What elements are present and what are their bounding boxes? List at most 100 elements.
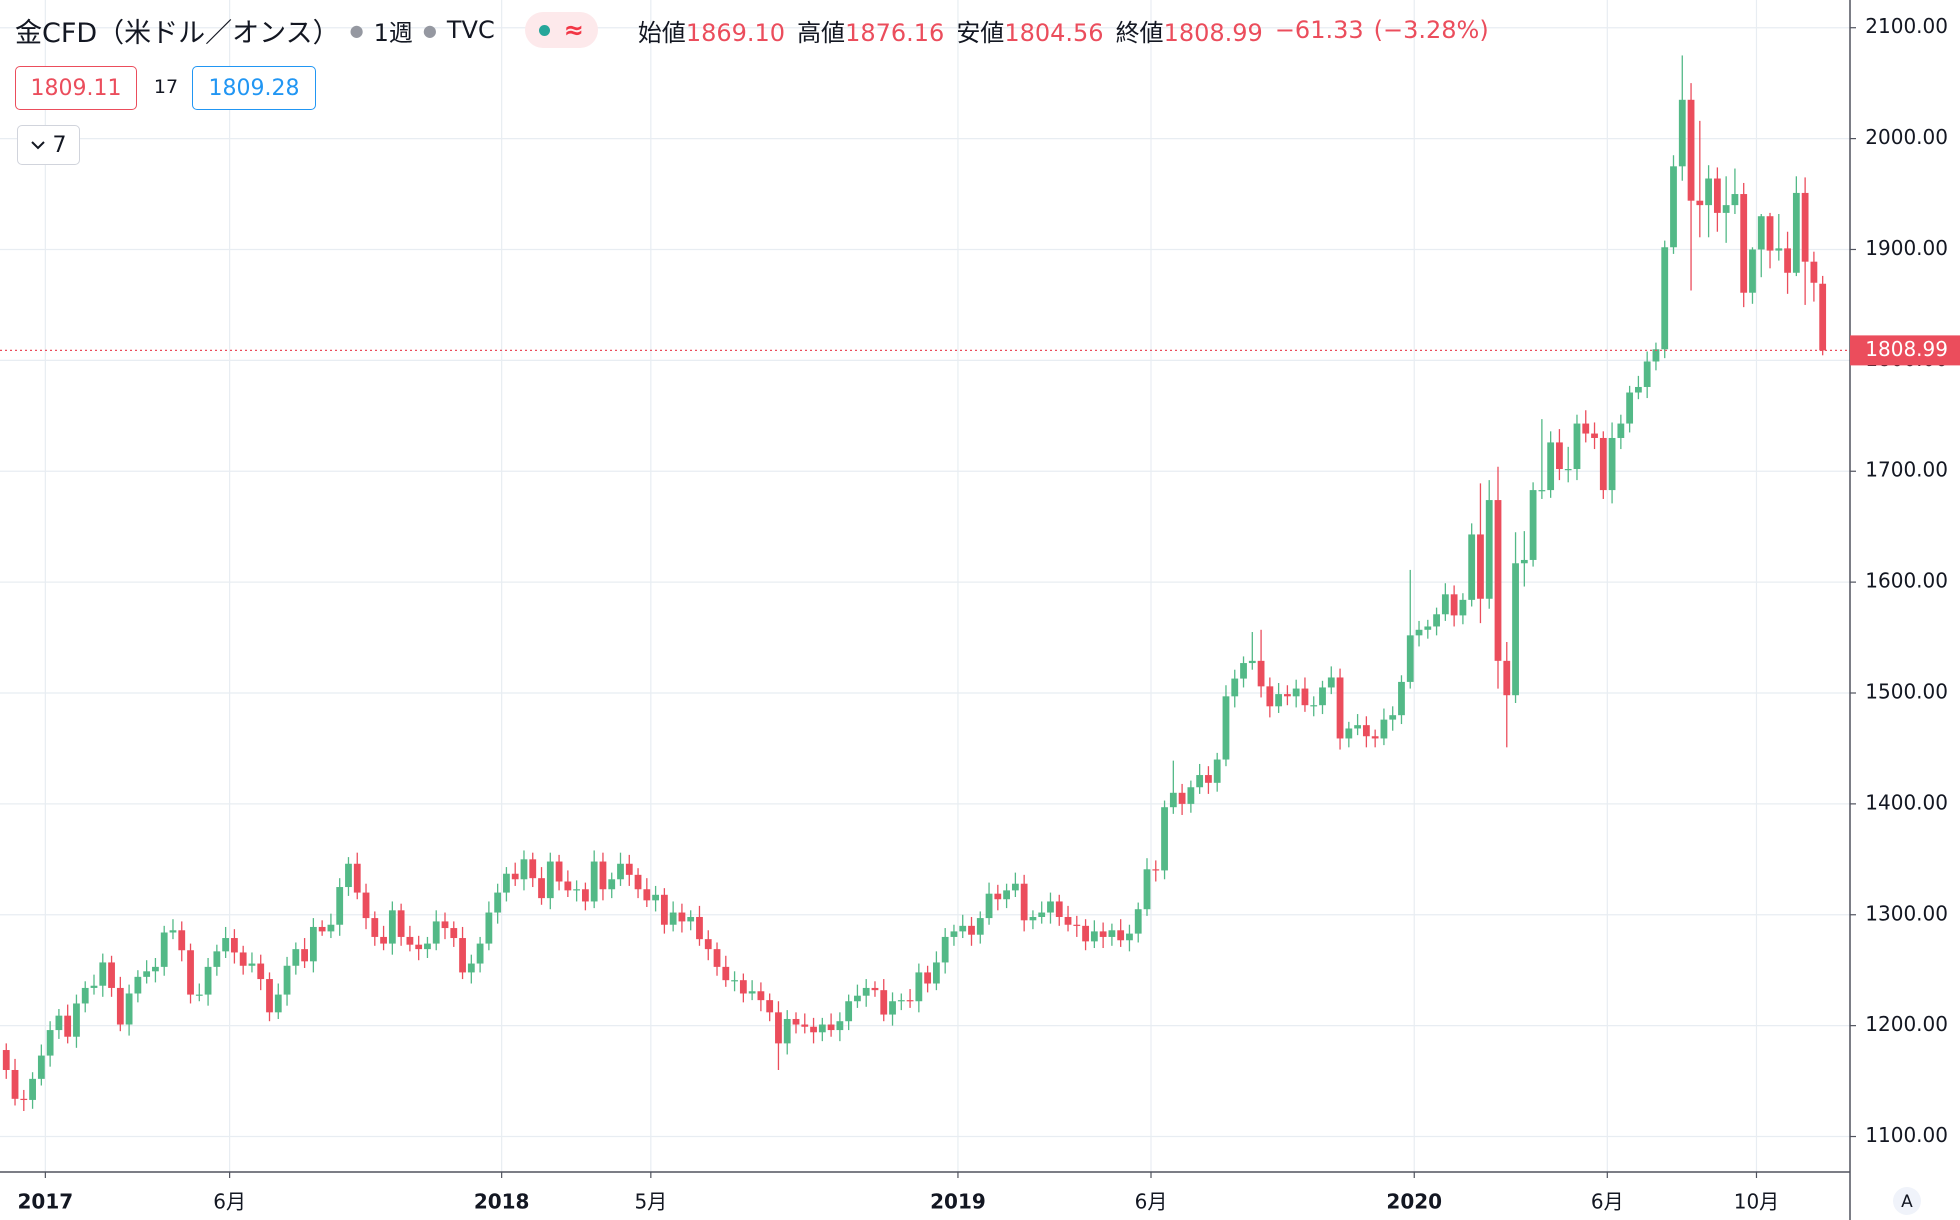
candle-body	[424, 943, 431, 950]
status-icon: ≈	[563, 16, 584, 44]
candle-body	[46, 1030, 54, 1056]
candle-body	[889, 1001, 896, 1015]
candle-body	[64, 1015, 72, 1037]
candle-body	[1424, 626, 1432, 630]
candle-body	[783, 1018, 791, 1044]
candle-body	[1178, 792, 1186, 804]
candle-body	[617, 863, 624, 880]
candle-body	[441, 921, 449, 929]
candle-body	[1292, 688, 1300, 697]
candle-body	[1661, 247, 1669, 350]
candle-body	[880, 990, 888, 1015]
sell-button[interactable]: 1809.11	[15, 66, 137, 110]
candle-body	[739, 980, 747, 994]
ohlc-label: 高値	[797, 18, 846, 47]
legend-header: 金CFD（米ドル／オンス） ● 1週 ● TVC ≈ 始値1869.10 高値18…	[15, 10, 1489, 50]
candle-body	[73, 1003, 80, 1037]
candle-body	[906, 1000, 914, 1002]
candle-body	[818, 1024, 826, 1033]
y-tick-label: 2000.00	[1865, 125, 1948, 149]
ohlc-value: 1804.56	[1004, 18, 1104, 47]
candle-body	[1441, 594, 1449, 615]
candle-body	[748, 991, 756, 994]
candle-body	[345, 863, 352, 888]
candle-body	[1573, 423, 1581, 470]
candle-body	[810, 1026, 817, 1033]
candle-body	[1143, 869, 1151, 910]
candle-body	[660, 894, 668, 925]
candle-body	[432, 921, 440, 944]
candle-body	[1617, 423, 1625, 438]
candle-body	[599, 861, 607, 890]
candle-body	[353, 863, 361, 893]
candle-body	[283, 965, 291, 995]
candle-body	[450, 928, 458, 939]
candle-body	[467, 963, 475, 973]
candle-body	[476, 943, 484, 964]
candle-body	[1670, 166, 1677, 248]
candle-body	[213, 951, 221, 967]
candle-body	[1073, 924, 1081, 926]
buy-button[interactable]: 1809.28	[192, 66, 316, 110]
candle-body	[336, 887, 344, 925]
candle-body	[713, 949, 721, 967]
candle-body	[704, 939, 712, 950]
candle-body	[1529, 490, 1537, 560]
candle-body	[1082, 925, 1089, 942]
candle-body	[933, 962, 940, 984]
candle-body	[1187, 787, 1195, 804]
candle-body	[590, 861, 598, 902]
candle-body	[239, 952, 247, 966]
candle-body	[1406, 635, 1414, 682]
candle-body	[652, 894, 659, 901]
candle-body	[669, 912, 677, 925]
candle-body	[1713, 178, 1721, 213]
candle-body	[459, 938, 466, 973]
source: TVC	[446, 16, 495, 44]
candle-body	[546, 861, 554, 899]
candle-body	[862, 987, 870, 996]
status-pill[interactable]: ≈	[524, 12, 598, 48]
candle-body	[1231, 678, 1239, 697]
candle-body	[503, 873, 510, 893]
candle-body	[29, 1078, 36, 1100]
candle-body	[1380, 719, 1388, 739]
candle-body	[1011, 883, 1019, 891]
interval[interactable]: 1週	[373, 18, 413, 47]
candle-body	[1240, 663, 1247, 679]
candle-body	[55, 1015, 63, 1031]
candle-body	[485, 912, 493, 944]
candle-body	[1626, 392, 1634, 424]
candle-body	[1213, 759, 1221, 783]
candle-body	[678, 912, 686, 922]
x-tick-label: 2017	[18, 1190, 74, 1214]
indicators-toggle[interactable]: 7	[17, 125, 80, 165]
candle-body	[1757, 216, 1765, 250]
candle-body	[722, 966, 730, 981]
separator: ●	[349, 20, 364, 40]
candle-body	[1810, 261, 1818, 283]
candle-body	[775, 1012, 782, 1044]
candle-body	[125, 993, 133, 1025]
x-tick-label: 10月	[1734, 1190, 1779, 1214]
candle-body	[1301, 688, 1309, 706]
candle-body	[959, 925, 967, 932]
candle-body	[924, 972, 932, 984]
candle-body	[397, 910, 405, 937]
candle-body	[37, 1055, 45, 1079]
candle-body	[950, 931, 958, 937]
candle-body	[1556, 442, 1563, 470]
candle-body	[854, 995, 861, 1002]
y-tick-label: 2100.00	[1865, 14, 1948, 38]
candle-body	[1020, 883, 1028, 921]
candle-body	[1599, 437, 1607, 491]
candle-body	[766, 1000, 774, 1013]
candle-body	[1547, 442, 1555, 491]
candle-body	[1029, 916, 1037, 921]
candle-body	[301, 949, 308, 962]
candle-body	[231, 938, 238, 953]
candle-body	[99, 962, 107, 986]
candle-body	[248, 963, 256, 966]
candle-body	[1284, 694, 1291, 697]
